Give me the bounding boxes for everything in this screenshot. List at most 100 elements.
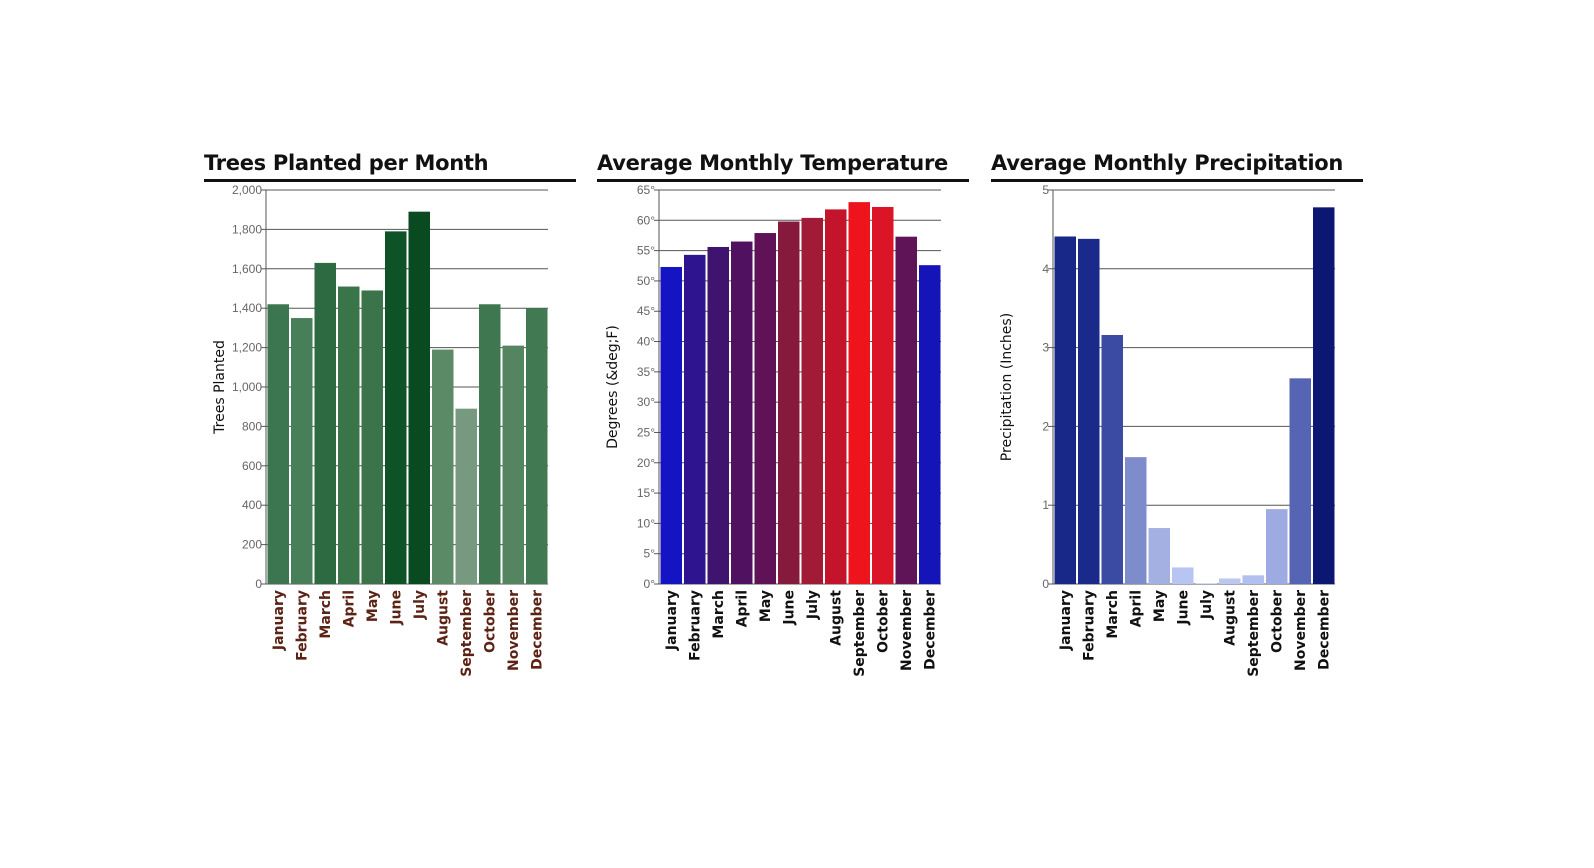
precipitation-chart: 0 1 2 3 4 5 Precipitation (Inches) January Febru…	[999, 183, 1335, 677]
bar	[872, 206, 894, 585]
y-tick-label: 5°	[644, 547, 656, 561]
y-tick-label: 1,200	[232, 341, 262, 355]
x-tick-label: April	[341, 590, 357, 627]
bar	[1172, 567, 1194, 584]
bar	[385, 231, 407, 584]
y-tick-label: 0	[255, 577, 262, 591]
chart-panel-precipitation: Average Monthly Precipitation 0 1 2 3 4 5 Prec…	[991, 148, 1363, 688]
x-tick-label: April	[734, 590, 750, 627]
x-tick-label: May	[365, 590, 381, 622]
y-tick-label: 65°	[637, 183, 655, 197]
y-tick-label: 55°	[637, 244, 655, 258]
y-tick-label: 600	[242, 459, 262, 473]
y-axis-label: Trees Planted	[212, 340, 228, 435]
bar	[314, 262, 336, 584]
bar	[1195, 583, 1217, 584]
bar	[526, 308, 548, 584]
x-tick-label: December	[922, 590, 938, 670]
y-tick-label: 1	[1042, 498, 1049, 512]
bar	[1125, 457, 1147, 584]
x-tick-label: August	[828, 590, 844, 646]
bar	[778, 221, 800, 584]
x-tick-label: June	[388, 590, 404, 626]
x-tick-label: June	[1175, 590, 1191, 626]
x-tick-label: October	[875, 590, 891, 653]
y-tick-label: 15°	[637, 486, 655, 500]
x-tick-label: February	[687, 590, 703, 661]
bar	[731, 241, 753, 584]
temperature-chart: 0° 5° 10° 15° 20° 25° 30° 35° 40° 45° 50° 55° 60° 65°…	[605, 183, 941, 677]
bar	[684, 254, 706, 584]
y-tick-label: 10°	[637, 516, 655, 530]
x-tick-label: March	[711, 590, 727, 639]
x-tick-label: May	[1152, 590, 1168, 622]
y-tick-label: 40°	[637, 335, 655, 349]
x-tick-label: August	[1222, 590, 1238, 646]
y-tick-label: 25°	[637, 425, 655, 439]
bar	[754, 233, 776, 584]
x-tick-label: February	[1081, 590, 1097, 661]
bar	[361, 290, 383, 584]
y-tick-label: 45°	[637, 304, 655, 318]
y-tick-label: 1,000	[232, 380, 262, 394]
x-tick-label: May	[758, 590, 774, 622]
y-tick-label: 800	[242, 419, 262, 433]
chart-title: Trees Planted per Month	[204, 148, 576, 182]
bar	[1266, 509, 1288, 584]
y-tick-label: 4	[1042, 262, 1049, 276]
bar	[479, 304, 501, 584]
y-axis-label: Degrees (&deg;F)	[605, 325, 621, 449]
x-tick-label: February	[294, 590, 310, 661]
y-tick-label: 2,000	[232, 183, 262, 197]
bar	[825, 209, 847, 585]
bar	[919, 265, 941, 584]
x-tick-label: August	[435, 590, 451, 646]
bar	[1289, 378, 1311, 584]
bar	[502, 345, 524, 584]
bar	[1078, 238, 1100, 584]
bar	[432, 349, 454, 584]
chart-panel-trees: Trees Planted per Month 0 200 400 600 800 1,0…	[204, 148, 576, 688]
x-tick-label: July	[1199, 590, 1215, 620]
y-tick-label: 60°	[637, 213, 655, 227]
y-tick-label: 200	[242, 538, 262, 552]
x-tick-label: November	[899, 590, 915, 671]
bar	[267, 304, 289, 584]
y-tick-label: 5	[1042, 183, 1049, 197]
x-tick-label: January	[1058, 590, 1074, 651]
y-tick-label: 35°	[637, 365, 655, 379]
trees-chart: 0 200 400 600 800 1,000 1,200 1,400 1,600 1,800 2,…	[212, 183, 548, 677]
bar	[1242, 575, 1264, 584]
y-tick-label: 400	[242, 498, 262, 512]
x-tick-label: October	[1269, 590, 1285, 653]
y-tick-label: 3	[1042, 341, 1049, 355]
y-tick-label: 30°	[637, 395, 655, 409]
x-tick-label: December	[529, 590, 545, 670]
bar	[455, 408, 477, 584]
x-tick-label: September	[459, 590, 475, 677]
y-tick-label: 20°	[637, 456, 655, 470]
x-tick-label: December	[1316, 590, 1332, 670]
bar	[408, 211, 430, 585]
bar	[895, 236, 917, 585]
bar	[848, 202, 870, 584]
chart-title: Average Monthly Temperature	[597, 148, 969, 182]
x-tick-label: January	[664, 590, 680, 651]
x-tick-label: September	[1246, 590, 1262, 677]
bar	[291, 318, 313, 584]
bar	[801, 217, 823, 584]
x-tick-label: November	[1293, 590, 1309, 671]
bar	[1219, 578, 1241, 584]
y-tick-label: 1,600	[232, 262, 262, 276]
y-tick-label: 50°	[637, 274, 655, 288]
x-tick-label: September	[852, 590, 868, 677]
y-tick-label: 0	[1042, 577, 1049, 591]
x-tick-label: June	[781, 590, 797, 626]
bar	[1101, 334, 1123, 584]
y-tick-label: 1,800	[232, 222, 262, 236]
y-tick-label: 2	[1042, 419, 1049, 433]
bar	[338, 286, 360, 584]
x-tick-label: November	[506, 590, 522, 671]
y-tick-label: 0°	[644, 577, 656, 591]
x-tick-label: July	[805, 590, 821, 620]
